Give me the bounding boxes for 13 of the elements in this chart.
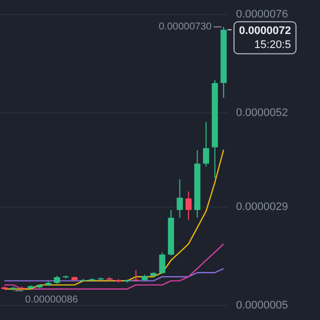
candlestick [132, 270, 139, 282]
y-tick-label: 0.0000076 [236, 8, 288, 21]
candlestick [185, 191, 192, 220]
annotation: 0.00000730 [158, 22, 212, 33]
candlestick [203, 121, 210, 168]
candlestick [176, 178, 183, 218]
candlestick [159, 252, 166, 274]
ref-line-label: 0.0000072 [239, 24, 291, 37]
y-tick-label: 0.0000052 [236, 106, 288, 119]
y-tick-label: 0.0000029 [236, 201, 288, 214]
text: 15:20:5 [254, 38, 291, 51]
y-tick-label: 0.0000005 [236, 299, 288, 312]
annotation: 0.00000086 [25, 294, 78, 306]
